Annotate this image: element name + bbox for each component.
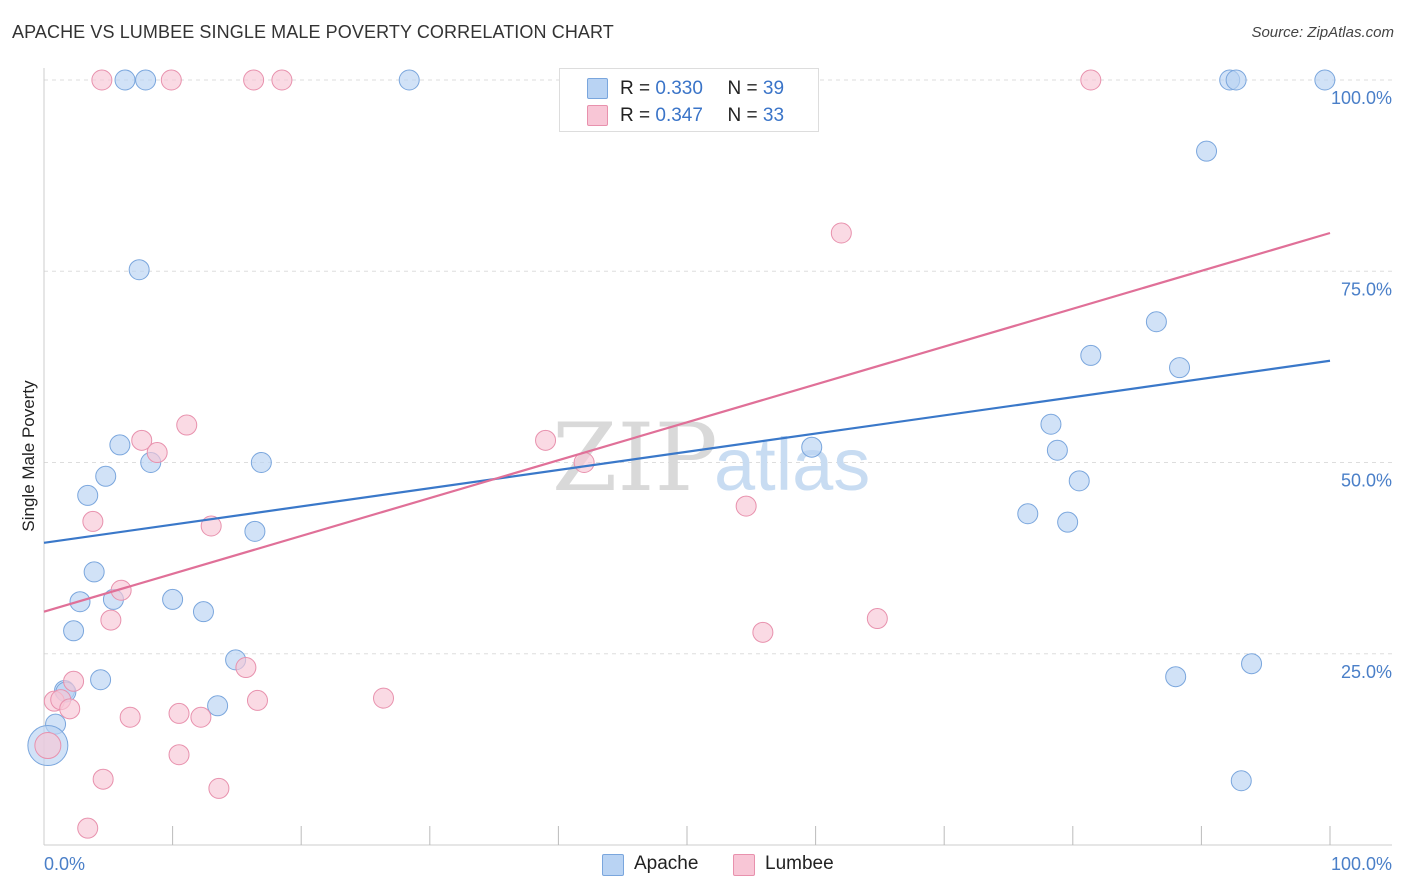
- point-apache: [128, 259, 150, 281]
- axes: [43, 68, 1392, 846]
- point-apache: [63, 620, 85, 642]
- point-apache: [83, 561, 105, 583]
- point-apache: [77, 484, 99, 506]
- point-lumbee: [271, 69, 293, 91]
- y-tick-label: 100.0%: [1331, 88, 1392, 108]
- point-lumbee: [190, 706, 212, 728]
- point-lumbee: [92, 768, 114, 790]
- point-lumbee: [208, 777, 230, 799]
- point-lumbee: [246, 689, 268, 711]
- point-apache: [801, 436, 823, 458]
- point-apache: [1057, 511, 1079, 533]
- point-apache: [1017, 503, 1039, 525]
- point-apache: [1040, 413, 1062, 435]
- y-tick-label: 75.0%: [1341, 279, 1392, 299]
- y-tick-label: 25.0%: [1341, 662, 1392, 682]
- point-apache: [1196, 140, 1218, 162]
- point-apache: [135, 69, 157, 91]
- point-lumbee: [168, 702, 190, 724]
- regression-lines: [43, 231, 1331, 613]
- point-lumbee: [176, 414, 198, 436]
- legend-r-value-lumbee: 0.347: [655, 105, 703, 126]
- point-lumbee: [100, 609, 122, 631]
- legend-n-label: N =: [727, 78, 758, 99]
- x-tick-label-max: 100.0%: [1331, 854, 1392, 874]
- data-points: [27, 69, 1336, 839]
- point-lumbee: [735, 495, 757, 517]
- legend-swatch-lumbee: [733, 854, 755, 876]
- y-tick-label: 50.0%: [1341, 471, 1392, 491]
- point-lumbee: [59, 698, 81, 720]
- legend-r-label: R =: [620, 78, 651, 99]
- point-lumbee: [235, 657, 257, 679]
- point-apache: [90, 669, 112, 691]
- legend-r-label: R =: [620, 105, 651, 126]
- stats-legend: R = 0.330 N = 39 R = 0.347 N = 33: [559, 68, 819, 132]
- point-lumbee: [168, 744, 190, 766]
- legend-label-apache: Apache: [634, 853, 699, 874]
- legend-r-value-apache: 0.330: [655, 78, 703, 99]
- point-apache: [1165, 666, 1187, 688]
- legend-swatch-apache: [587, 78, 608, 99]
- legend-swatch-apache: [602, 854, 624, 876]
- point-lumbee: [131, 429, 153, 451]
- point-apache: [250, 452, 272, 473]
- series-legend: Apache Lumbee: [0, 852, 1406, 880]
- point-lumbee: [373, 687, 395, 709]
- point-lumbee: [119, 706, 141, 728]
- y-axis-title: Single Male Poverty: [19, 380, 38, 532]
- point-lumbee: [243, 69, 265, 91]
- x-tick-label-min: 0.0%: [44, 854, 85, 874]
- legend-n-value-apache: 39: [762, 78, 785, 99]
- point-apache: [1145, 311, 1167, 333]
- point-apache: [192, 601, 214, 623]
- point-lumbee: [160, 69, 182, 91]
- point-apache: [398, 69, 420, 91]
- legend-n-value-lumbee: 33: [762, 105, 785, 126]
- source-label: Source: ZipAtlas.com: [1251, 24, 1394, 41]
- point-apache: [244, 520, 266, 542]
- point-lumbee: [200, 515, 222, 537]
- point-apache: [207, 695, 229, 717]
- point-apache: [1225, 69, 1247, 91]
- legend-swatch-lumbee: [587, 105, 608, 126]
- point-lumbee: [1080, 69, 1102, 91]
- point-lumbee: [110, 579, 132, 601]
- point-apache: [1046, 439, 1068, 461]
- watermark-atlas: atlas: [714, 423, 870, 506]
- point-lumbee: [77, 817, 99, 839]
- point-lumbee: [830, 222, 852, 244]
- tick-labels: 0.0% 100.0% 25.0% 50.0% 75.0% 100.0%: [44, 88, 1392, 874]
- point-lumbee: [146, 442, 168, 464]
- regression-line-lumbee: [43, 231, 1331, 613]
- point-lumbee: [866, 608, 888, 630]
- point-apache: [1241, 653, 1263, 675]
- point-lumbee: [63, 670, 85, 692]
- point-apache: [1169, 357, 1191, 379]
- point-lumbee: [535, 429, 557, 451]
- point-apache: [1080, 344, 1102, 366]
- point-apache: [114, 69, 136, 91]
- point-apache: [95, 465, 117, 487]
- legend-label-lumbee: Lumbee: [765, 853, 834, 874]
- point-apache: [1314, 69, 1336, 91]
- point-apache: [162, 588, 184, 610]
- point-lumbee: [82, 510, 104, 532]
- point-apache: [109, 434, 131, 456]
- point-lumbee: [91, 69, 113, 91]
- watermark: ZIP atlas: [552, 404, 870, 513]
- legend-n-label: N =: [727, 105, 758, 126]
- point-apache: [1230, 770, 1252, 792]
- point-lumbee: [752, 621, 774, 643]
- point-lumbee: [34, 732, 62, 760]
- point-apache: [1068, 470, 1090, 492]
- regression-line-apache: [43, 359, 1331, 544]
- chart-title: APACHE VS LUMBEE SINGLE MALE POVERTY COR…: [12, 22, 614, 42]
